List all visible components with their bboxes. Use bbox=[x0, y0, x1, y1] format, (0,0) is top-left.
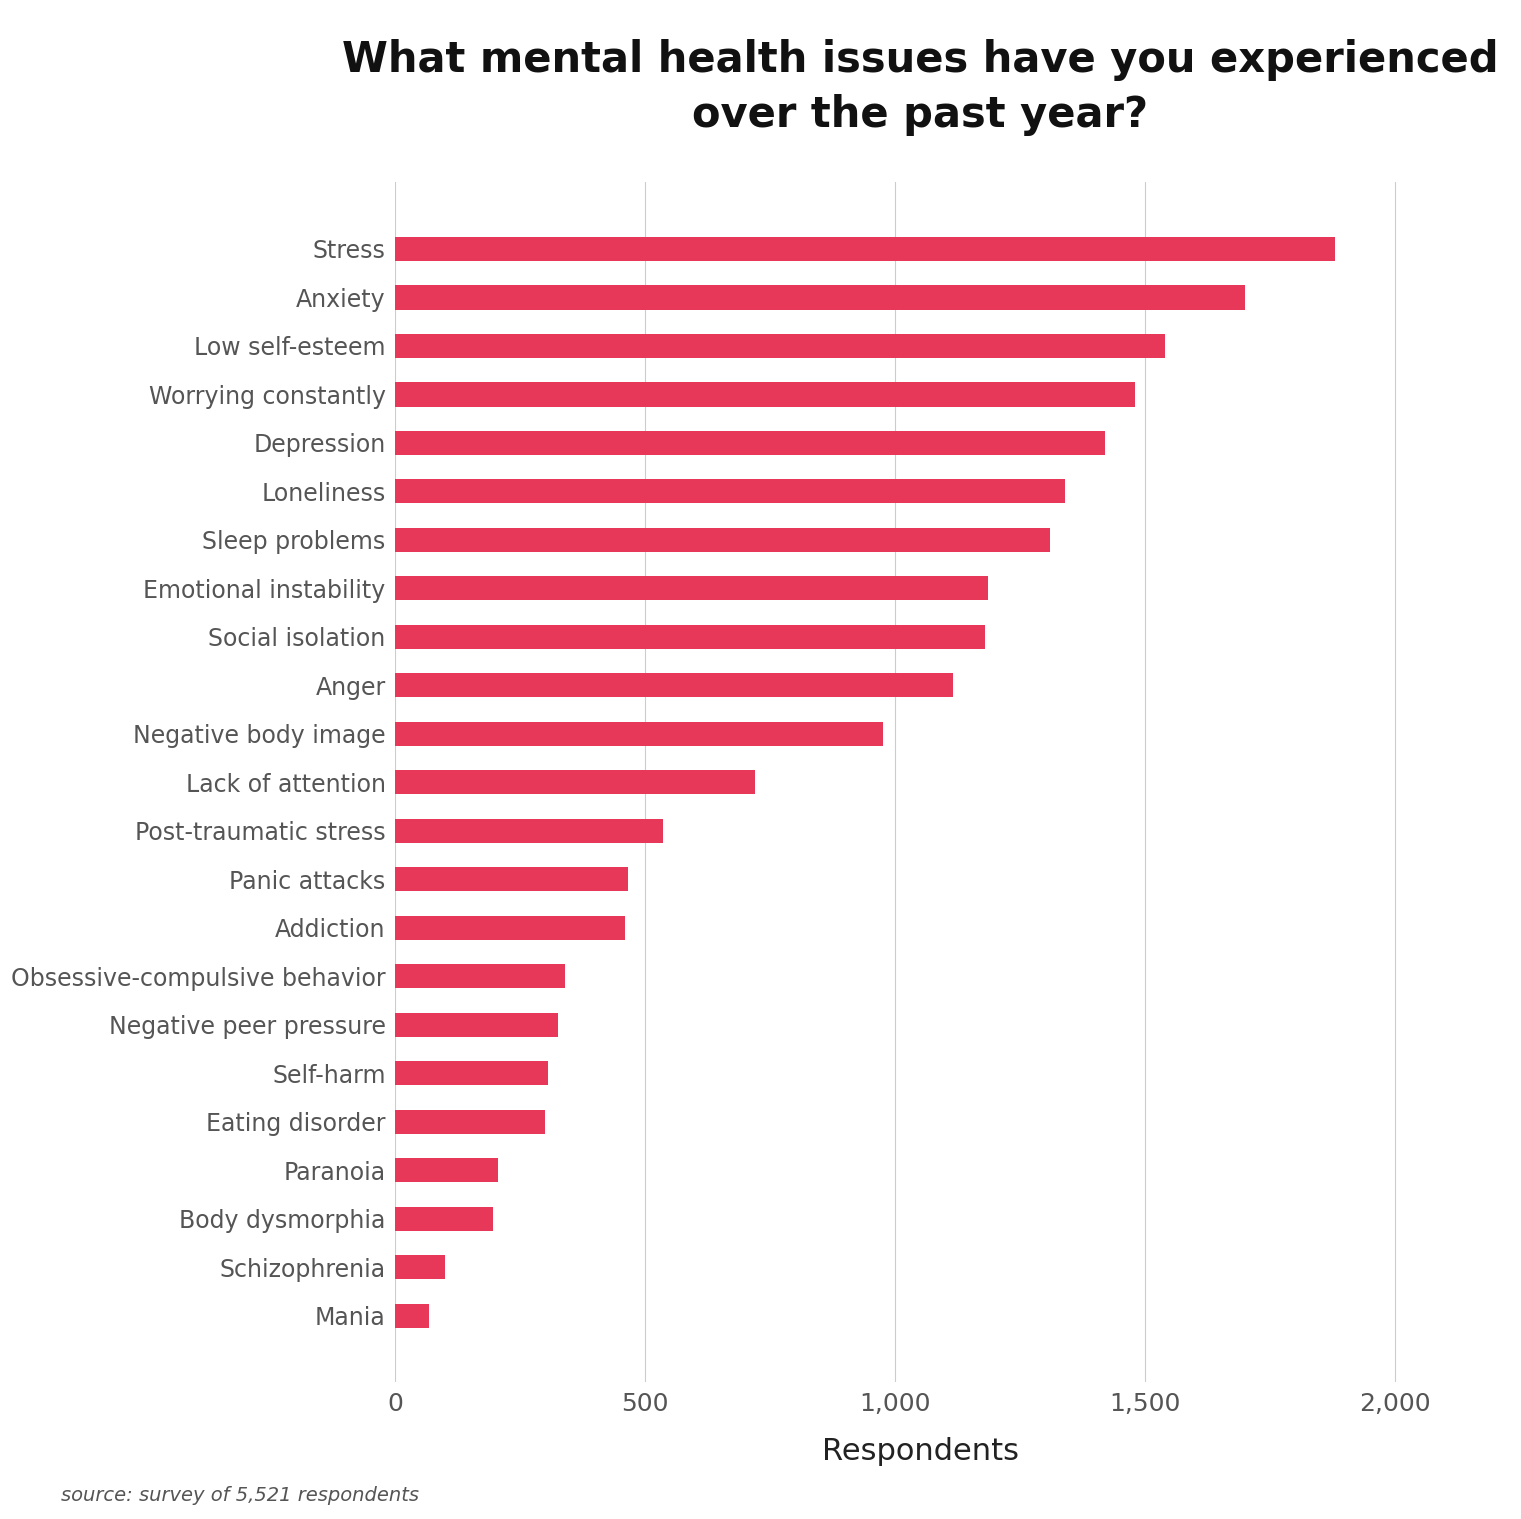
Bar bbox=[395, 334, 1165, 358]
Bar bbox=[395, 383, 1135, 407]
Bar bbox=[395, 1255, 446, 1279]
Text: source: survey of 5,521 respondents: source: survey of 5,521 respondents bbox=[61, 1486, 418, 1505]
Bar bbox=[395, 480, 1065, 503]
Bar bbox=[395, 770, 756, 794]
Bar bbox=[395, 1062, 548, 1085]
Bar bbox=[395, 527, 1049, 551]
Bar bbox=[395, 1109, 546, 1133]
Bar bbox=[395, 819, 663, 843]
Bar bbox=[395, 1206, 493, 1230]
Bar bbox=[395, 965, 566, 989]
Bar bbox=[395, 237, 1335, 261]
Bar bbox=[395, 624, 986, 649]
Bar bbox=[395, 576, 987, 600]
Bar bbox=[395, 1303, 429, 1328]
Bar bbox=[395, 1013, 558, 1037]
Bar bbox=[395, 722, 882, 746]
Bar bbox=[395, 673, 952, 697]
Bar bbox=[395, 867, 628, 892]
Bar bbox=[395, 286, 1246, 310]
Bar bbox=[395, 916, 625, 940]
Bar bbox=[395, 1157, 497, 1182]
Title: What mental health issues have you experienced
over the past year?: What mental health issues have you exper… bbox=[342, 38, 1498, 135]
X-axis label: Respondents: Respondents bbox=[821, 1437, 1019, 1466]
Bar bbox=[395, 431, 1106, 456]
